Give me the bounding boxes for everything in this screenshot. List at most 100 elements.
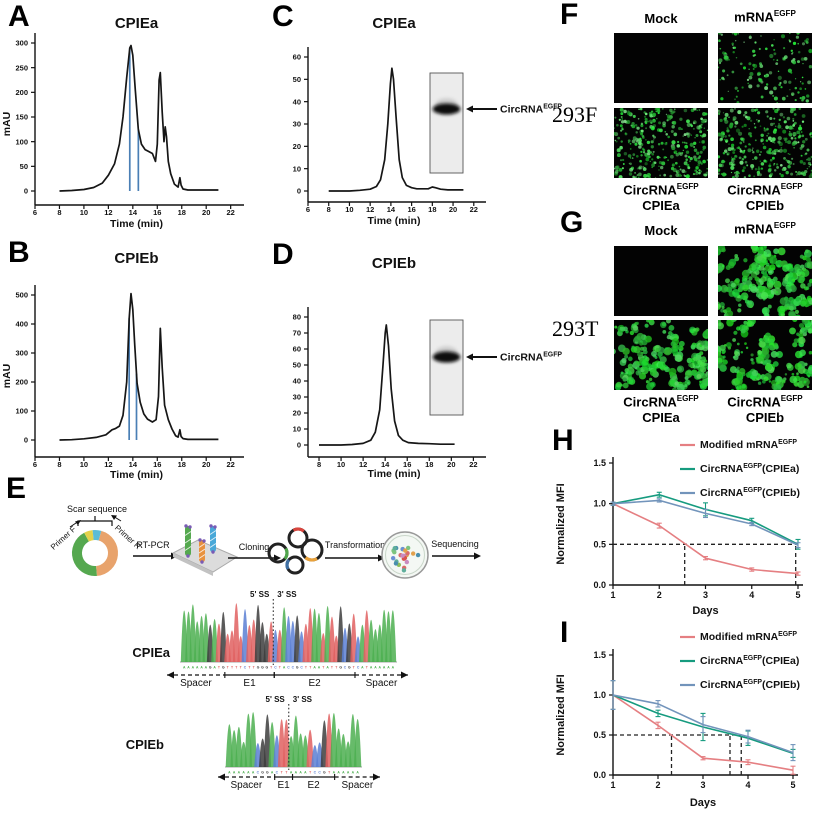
svg-text:E2: E2 xyxy=(308,678,321,689)
svg-text:3' SS: 3' SS xyxy=(293,695,313,704)
svg-text:40: 40 xyxy=(293,377,301,386)
svg-text:G: G xyxy=(261,771,264,775)
svg-text:20: 20 xyxy=(202,460,210,469)
svg-text:Spacer: Spacer xyxy=(341,780,373,791)
svg-text:14: 14 xyxy=(381,460,390,469)
svg-text:Time (min): Time (min) xyxy=(368,215,421,227)
svg-text:E1: E1 xyxy=(243,678,256,689)
panel-G-row-label-cpiea: CircRNAEGFP CPIEa xyxy=(623,394,699,425)
svg-text:CPIEa: CPIEa xyxy=(372,15,416,32)
svg-text:22: 22 xyxy=(470,205,478,214)
svg-text:50: 50 xyxy=(293,361,301,370)
svg-text:CircRNAEGFP: CircRNAEGFP xyxy=(500,104,562,116)
svg-text:10: 10 xyxy=(345,205,353,214)
svg-text:Spacer: Spacer xyxy=(231,780,263,791)
svg-text:A: A xyxy=(247,771,250,775)
panel-letter-I: I xyxy=(560,616,569,649)
svg-text:CPIEb: CPIEb xyxy=(114,250,158,267)
svg-text:Modified mRNAEGFP: Modified mRNAEGFP xyxy=(700,631,797,643)
svg-text:T: T xyxy=(235,666,238,670)
svg-text:6: 6 xyxy=(306,205,310,214)
svg-text:0.5: 0.5 xyxy=(593,539,606,549)
svg-text:CPIEb: CPIEb xyxy=(126,737,164,752)
svg-text:10: 10 xyxy=(293,425,301,434)
svg-text:Transformation: Transformation xyxy=(325,540,385,550)
svg-text:A: A xyxy=(387,666,390,670)
svg-text:150: 150 xyxy=(15,113,28,122)
svg-text:T: T xyxy=(322,666,325,670)
svg-text:1: 1 xyxy=(610,780,615,790)
svg-text:Spacer: Spacer xyxy=(366,678,398,689)
micrograph-render xyxy=(609,317,717,393)
svg-text:8: 8 xyxy=(57,460,61,469)
svg-text:CircRNAEGFP(CPIEb): CircRNAEGFP(CPIEb) xyxy=(700,679,800,691)
svg-text:8: 8 xyxy=(57,208,61,217)
panel-G-image-mrna xyxy=(711,241,820,322)
svg-text:Time (min): Time (min) xyxy=(110,218,163,230)
svg-text:C: C xyxy=(318,771,321,775)
svg-text:60: 60 xyxy=(293,53,301,62)
svg-text:8: 8 xyxy=(327,205,331,214)
svg-text:E1: E1 xyxy=(277,780,290,791)
panel-F-row-label-cpieb: CircRNAEGFP CPIEb xyxy=(727,182,803,213)
panel-G-row-label-cpieb: CircRNAEGFP CPIEb xyxy=(727,394,803,425)
svg-text:CPIEa: CPIEa xyxy=(115,15,159,32)
svg-text:A: A xyxy=(299,771,302,775)
svg-text:A: A xyxy=(326,666,329,670)
svg-text:200: 200 xyxy=(15,378,28,387)
svg-text:300: 300 xyxy=(15,39,28,48)
svg-text:14: 14 xyxy=(129,208,138,217)
panel-G-image-mock xyxy=(614,246,708,316)
svg-text:A: A xyxy=(347,771,350,775)
svg-text:CircRNAEGFP(CPIEa): CircRNAEGFP(CPIEa) xyxy=(700,463,799,475)
svg-text:60: 60 xyxy=(293,345,301,354)
svg-text:2: 2 xyxy=(657,590,662,600)
svg-text:8: 8 xyxy=(317,460,321,469)
svg-text:20: 20 xyxy=(449,205,457,214)
panel-F-cell-line-label: 293F xyxy=(552,102,598,127)
svg-text:CircRNAEGFP(CPIEa): CircRNAEGFP(CPIEa) xyxy=(700,655,799,667)
svg-text:C: C xyxy=(287,666,290,670)
panel-E-trace-CPIEb: A A A A A A C G G A C T T A A A A T C C G T A A A A A A5' SS 3' SSCP… xyxy=(126,695,380,791)
svg-text:T: T xyxy=(270,666,273,670)
svg-text:Modified mRNAEGFP: Modified mRNAEGFP xyxy=(700,439,797,451)
panel-letter-D: D xyxy=(272,238,294,271)
micrograph-render xyxy=(716,107,814,179)
svg-text:1.0: 1.0 xyxy=(593,690,606,700)
svg-text:A: A xyxy=(200,666,203,670)
svg-text:T: T xyxy=(305,666,308,670)
svg-text:22: 22 xyxy=(226,208,234,217)
svg-text:1.5: 1.5 xyxy=(593,650,606,660)
panel-F-image-circrna-cpieb xyxy=(716,107,814,179)
panel-letter-G: G xyxy=(560,206,584,239)
svg-text:A: A xyxy=(374,666,377,670)
svg-text:3: 3 xyxy=(703,590,708,600)
svg-text:12: 12 xyxy=(366,205,374,214)
svg-text:12: 12 xyxy=(104,460,112,469)
svg-text:C: C xyxy=(314,771,317,775)
svg-text:16: 16 xyxy=(403,460,411,469)
svg-text:40: 40 xyxy=(293,97,301,106)
svg-text:300: 300 xyxy=(15,349,28,358)
panel-letter-B: B xyxy=(8,236,30,269)
svg-text:2: 2 xyxy=(655,780,660,790)
svg-text:A: A xyxy=(205,666,208,670)
svg-text:T: T xyxy=(281,771,284,775)
svg-text:18: 18 xyxy=(178,208,186,217)
svg-text:T: T xyxy=(309,771,312,775)
svg-text:20: 20 xyxy=(293,409,301,418)
svg-text:A: A xyxy=(196,666,199,670)
panel-F-image-mock xyxy=(614,33,708,103)
svg-text:T: T xyxy=(253,666,256,670)
svg-text:T: T xyxy=(309,666,312,670)
svg-text:16: 16 xyxy=(407,205,415,214)
panel-letter-H: H xyxy=(552,424,574,457)
svg-text:G: G xyxy=(323,771,326,775)
panel-A-chromatogram: CPIEa 0 50 100 150 200 250 300 6 8 10 12 14 16 18 20 22 T… xyxy=(1,15,244,230)
svg-text:10: 10 xyxy=(337,460,345,469)
svg-text:30: 30 xyxy=(293,393,301,402)
svg-text:T: T xyxy=(285,771,288,775)
svg-text:T: T xyxy=(366,666,369,670)
